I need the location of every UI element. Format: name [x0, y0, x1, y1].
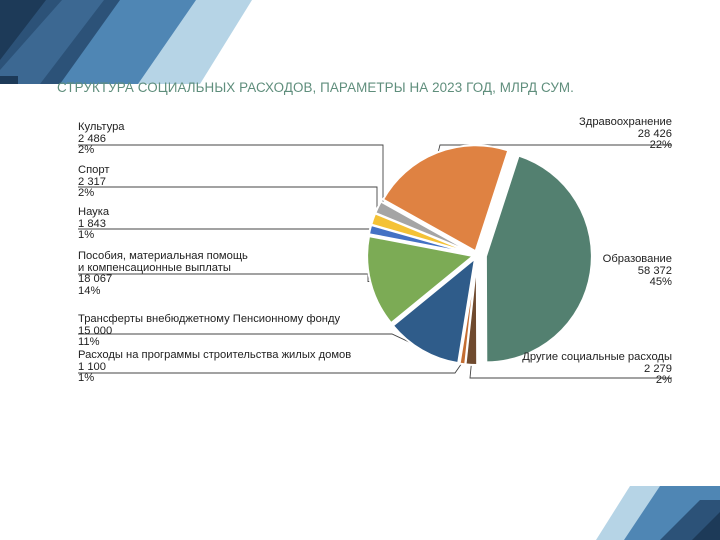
- label-name: Другие социальные расходы: [522, 351, 672, 363]
- label-percent: 2%: [78, 187, 95, 200]
- label-name: Трансферты внебюджетному Пенсионному фон…: [78, 313, 341, 325]
- label-percent: 22%: [649, 139, 672, 152]
- label-name: Расходы на программы строительства жилых…: [78, 349, 352, 361]
- pie-slice-posobiya: [366, 234, 476, 325]
- label-value: 1 100: [78, 360, 106, 373]
- leader-line-zhilye-doma: [78, 361, 464, 374]
- label-value: 2 317: [78, 175, 106, 188]
- leader-line-drugie: [469, 362, 672, 379]
- label-percent: 45%: [649, 276, 672, 289]
- top-left-banner: [0, 0, 252, 84]
- leader-line-sport: [78, 186, 378, 221]
- label-name: Образование: [602, 253, 672, 265]
- label-sport: Спорт 2 317 2%: [78, 164, 110, 200]
- label-nauka: Наука 1 843 1%: [78, 206, 110, 242]
- chart-title: СТРУКТУРА СОЦИАЛЬНЫХ РАСХОДОВ, ПАРАМЕТРЫ…: [57, 80, 575, 95]
- label-percent: 11%: [78, 336, 100, 349]
- label-zdravookhranenie: Здравоохранение 28 426 22%: [579, 116, 672, 152]
- label-value: 1 843: [78, 217, 106, 230]
- label-value: 15 000: [78, 324, 113, 337]
- label-percent: 14%: [78, 284, 101, 297]
- label-name-line-2: и компенсационные выплаты: [78, 261, 231, 274]
- label-name: Культура: [78, 121, 125, 133]
- label-percent: 2%: [78, 144, 95, 157]
- label-drugie: Другие социальные расходы 2 279 2%: [522, 351, 672, 387]
- label-name: Спорт: [78, 164, 110, 176]
- label-value: 18 067: [78, 273, 113, 286]
- label-percent: 1%: [78, 229, 95, 242]
- bottom-right-banner: [596, 486, 720, 540]
- pie-slice-kultura: [374, 200, 474, 255]
- leader-line-nauka: [78, 228, 374, 231]
- label-value: 58 372: [637, 264, 672, 277]
- label-value: 2 486: [78, 132, 106, 145]
- label-name-line-1: Пособия, материальная помощь: [78, 250, 248, 262]
- label-value: 28 426: [637, 127, 672, 140]
- label-transferty: Трансферты внебюджетному Пенсионному фон…: [78, 313, 341, 349]
- label-zhilye-doma: Расходы на программы строительства жилых…: [78, 349, 352, 385]
- label-percent: 2%: [655, 374, 672, 387]
- pie-slice-zhilye-doma: [458, 258, 478, 366]
- label-name: Наука: [78, 206, 110, 218]
- label-kultura: Культура 2 486 2%: [78, 121, 125, 157]
- label-posobiya: Пособия, материальная помощь и компенсац…: [78, 250, 248, 297]
- pie-slice-obrazovanie: [484, 154, 593, 364]
- pie-slice-zdravookhranenie: [381, 144, 510, 253]
- label-value: 2 279: [644, 362, 672, 375]
- pie-slices: [366, 144, 593, 366]
- label-percent: 1%: [78, 372, 95, 385]
- label-name: Здравоохранение: [579, 116, 672, 128]
- label-obrazovanie: Образование 58 372 45%: [602, 253, 672, 289]
- pie-slice-transferty: [391, 256, 477, 365]
